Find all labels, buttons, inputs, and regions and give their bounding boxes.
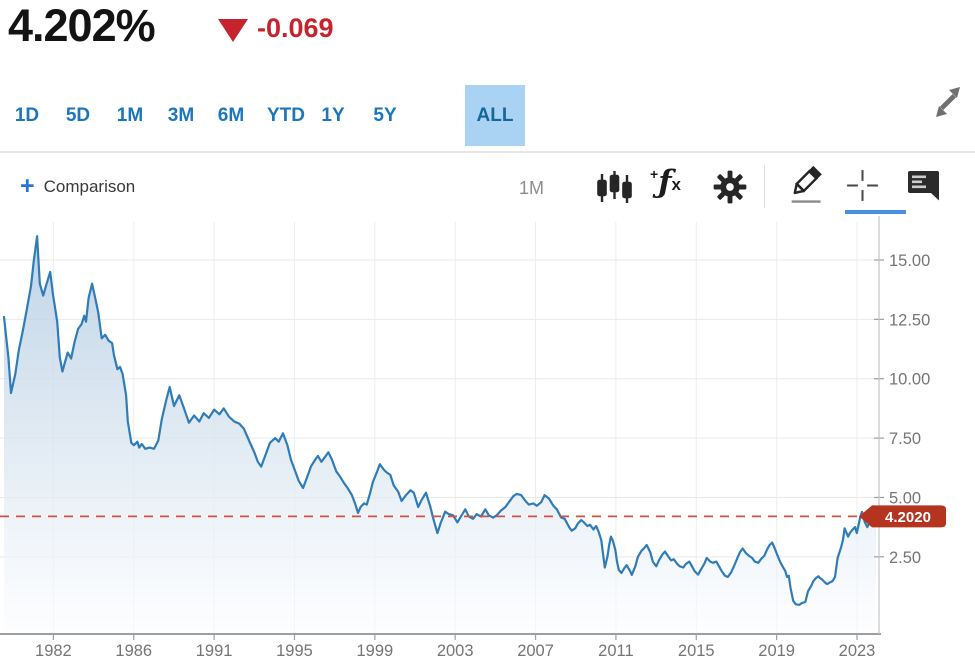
x-axis-label: 2003 [437, 642, 474, 660]
x-axis-label: 1986 [115, 642, 152, 660]
gear-icon [713, 170, 747, 204]
tab-3m[interactable]: 3M [167, 104, 195, 126]
crosshair-icon [847, 170, 878, 201]
toolbar-divider [764, 165, 765, 208]
down-triangle-icon [218, 19, 248, 42]
x-axis-label: 1999 [356, 642, 393, 660]
x-axis-label: 2015 [678, 642, 715, 660]
x-axis-label: 2007 [517, 642, 554, 660]
x-axis-label: 1982 [35, 642, 72, 660]
expand-button[interactable] [926, 80, 970, 124]
y-axis-label: 12.50 [889, 311, 930, 329]
interval-selector[interactable]: 1M [519, 178, 545, 198]
y-axis-label: 5.00 [889, 489, 921, 507]
x-axis-label: 1991 [196, 642, 233, 660]
price-chart[interactable]: 1982 1986 1991 1995 1999 2003 2007 2011 2015 2019… [0, 216, 975, 663]
crosshair-button[interactable] [844, 167, 881, 209]
x-axis-label: 1995 [276, 642, 313, 660]
tab-6m[interactable]: 6M [217, 104, 245, 126]
tab-1y[interactable]: 1Y [321, 104, 345, 126]
tab-5d[interactable]: 5D [65, 104, 91, 126]
series-line [2, 235, 878, 606]
tab-all[interactable]: ALL [465, 85, 525, 146]
range-tabs: 1D 5D 1M 3M 6M YTD 1Y 5Y ALL [0, 85, 975, 146]
y-axis-label: 15.00 [889, 252, 930, 270]
candlestick-icon [597, 171, 632, 203]
x-axis-label: 2023 [839, 642, 876, 660]
expand-icon [936, 87, 960, 117]
tab-1d[interactable]: 1D [14, 104, 40, 126]
comparison-label: Comparison [43, 176, 136, 196]
tab-ytd[interactable]: YTD [267, 104, 305, 126]
axis-labels: 1982 1986 1991 1995 1999 2003 2007 2011 2015 2019… [35, 252, 930, 660]
draw-button[interactable] [786, 165, 824, 211]
annotation-button[interactable] [906, 169, 941, 207]
function-icon: +ƒx [650, 164, 681, 200]
comment-icon [908, 171, 939, 201]
current-value-badge-label: 4.2020 [885, 509, 931, 526]
add-comparison-button[interactable]: + Comparison [20, 174, 135, 199]
series-area [4, 236, 876, 634]
quote-change: -0.069 [257, 13, 334, 43]
current-value-badge [859, 505, 946, 528]
axes [0, 216, 884, 640]
active-tool-underline [845, 210, 906, 214]
tab-5y[interactable]: 5Y [373, 104, 397, 126]
chart-style-button[interactable] [596, 170, 633, 210]
settings-button[interactable] [713, 170, 747, 209]
y-axis-label: 10.00 [889, 371, 930, 389]
x-axis-label: 2019 [758, 642, 795, 660]
y-axis-label: 2.50 [889, 549, 921, 567]
tab-1m[interactable]: 1M [116, 104, 144, 126]
y-axis-label: 7.50 [889, 430, 921, 448]
x-axis-label: 2011 [598, 642, 633, 660]
pencil-icon [791, 165, 822, 203]
function-button[interactable]: +ƒx [650, 164, 681, 200]
quote-value: 4.202% [8, 0, 156, 51]
plus-icon: + [20, 172, 35, 200]
header-divider [0, 151, 975, 153]
